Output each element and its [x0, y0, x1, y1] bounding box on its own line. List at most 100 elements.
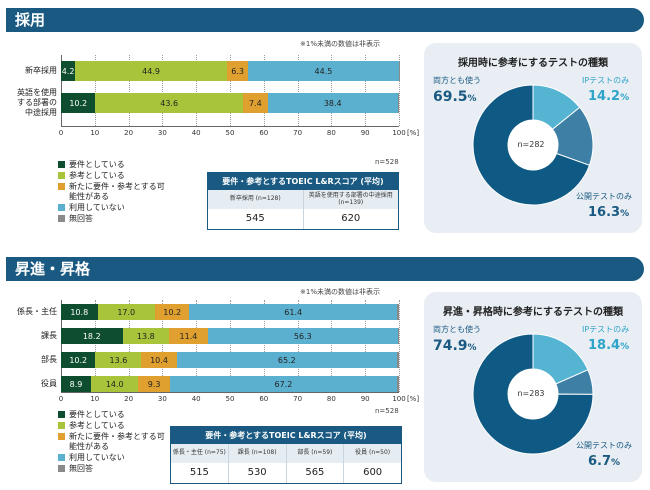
bar-segment	[397, 328, 399, 344]
bar-segment: 56.3	[207, 328, 398, 344]
bar-segment	[396, 304, 399, 320]
gridline	[297, 55, 299, 126]
legend-label: 要件としている	[69, 160, 125, 169]
promotion-donut-title: 昇進・昇格時に参考にするテストの種類	[442, 307, 624, 318]
bar-segment: 11.4	[169, 328, 208, 344]
donut-pct-both: 69.5%	[433, 89, 477, 105]
legend-swatch	[58, 411, 65, 418]
bar-segment: 65.2	[176, 352, 397, 368]
gridline	[331, 300, 333, 392]
legend-label: 新たに要件・参考とする可 能性がある	[69, 182, 165, 201]
donut-hole	[508, 120, 558, 170]
hiring-note: ※1%未満の数値は非表示	[300, 40, 380, 48]
legend-item: 利用していない	[58, 453, 165, 462]
donut-pct-both: 74.9%	[433, 338, 477, 354]
promotion-score-table: 要件・参考とするTOEIC L&Rスコア (平均) 係長・主任 (n=75) 課…	[170, 426, 402, 484]
legend-item: 参考としている	[58, 171, 165, 180]
score-value-cell: 530	[229, 463, 287, 483]
x-tick-label: 60	[259, 395, 269, 403]
bar-segment: 17.0	[97, 304, 155, 320]
legend-swatch	[58, 183, 65, 191]
x-tick-label: 30	[157, 129, 167, 137]
donut-label-public: 公開テストのみ	[576, 441, 632, 450]
bar-segment: 7.4	[242, 93, 268, 113]
x-tick-label: 80	[326, 395, 336, 403]
legend-label: 利用していない	[69, 452, 125, 462]
x-tick-label: 0	[58, 129, 64, 137]
gridline	[94, 300, 96, 392]
section-header-promotion: 昇進・昇格	[6, 257, 644, 281]
x-tick-label: 100	[392, 129, 406, 137]
bar-segment: 14.0	[91, 376, 139, 392]
x-tick-label: 50	[225, 395, 235, 403]
score-value-cell: 620	[341, 213, 361, 224]
category-label: 役員	[41, 379, 57, 388]
x-tick-label: 20	[124, 129, 134, 137]
promotion-score-values: 515 530 565 600	[171, 463, 401, 483]
score-header-cell: 英語を使用する部署の中途採用 (n=139)	[303, 190, 398, 209]
bar-segment: 43.6	[95, 93, 243, 113]
donut-pct-public: 16.3%	[588, 205, 630, 220]
donut-pct-ip: 14.2%	[588, 89, 630, 104]
x-tick-label: 20	[124, 395, 134, 403]
score-header-cell: 課長 (n=108)	[228, 444, 287, 463]
gridline	[263, 300, 265, 392]
donut-pct-public: 6.7%	[588, 454, 621, 469]
gridline	[196, 300, 198, 392]
gridline	[399, 300, 400, 392]
legend-label: 参考としている	[69, 171, 125, 181]
bar-segment: 44.5	[248, 61, 399, 81]
score-header-cell: 係長・主任 (n=75)	[171, 444, 229, 463]
bar-segment: 10.2	[154, 304, 190, 320]
legend-item: 要件としている	[58, 160, 165, 169]
category-label: 英語を使用 する部署の 中途採用	[17, 88, 57, 117]
hiring-score-values: 545 620	[208, 209, 398, 229]
bar-segment: 67.2	[169, 376, 397, 392]
x-tick-label: 90	[360, 129, 370, 137]
gridline	[230, 300, 231, 392]
x-axis-line	[61, 126, 399, 127]
bar-segment: 13.6	[95, 352, 142, 368]
section-header-hiring: 採用	[6, 8, 644, 32]
legend-label: 参考としている	[69, 421, 125, 431]
bar-segment: 38.4	[267, 93, 398, 113]
legend-item: 無回答	[58, 214, 165, 223]
gridline	[162, 300, 164, 392]
promotion-donut-chart	[472, 333, 594, 455]
promotion-score-title: 要件・参考とするTOEIC L&Rスコア (平均)	[171, 427, 401, 444]
score-value-cell: 565	[287, 463, 345, 483]
legend-swatch	[58, 433, 65, 441]
bar-segment	[397, 93, 399, 113]
bar-segment: 61.4	[189, 304, 397, 320]
legend-swatch	[58, 453, 65, 461]
x-tick-label: 10	[90, 395, 100, 403]
hiring-score-title: 要件・参考とするTOEIC L&Rスコア (平均)	[208, 173, 398, 190]
x-tick-label: 80	[326, 129, 336, 137]
score-value-cell: 515	[171, 463, 229, 483]
legend-swatch	[58, 172, 65, 180]
x-axis-unit: [%]	[406, 395, 420, 403]
gridline	[162, 55, 164, 126]
y-axis-line	[61, 300, 62, 392]
legend-swatch	[58, 214, 65, 222]
bar-segment: 10.2	[61, 352, 96, 368]
gridline	[263, 55, 265, 126]
legend-label: 要件としている	[69, 410, 125, 419]
gridline	[128, 300, 130, 392]
promotion-score-headers: 係長・主任 (n=75) 課長 (n=108) 部長 (n=59) 役員 (n=…	[171, 444, 401, 463]
x-tick-label: 100	[392, 395, 406, 403]
gridline	[128, 55, 130, 126]
donut-label-both: 両方とも使う	[433, 325, 481, 334]
category-label: 新卒採用	[25, 66, 57, 75]
donut-label-ip: IPテストのみ	[582, 76, 630, 85]
category-label: 部長	[41, 355, 57, 364]
bar-segment: 10.2	[61, 93, 96, 113]
gridline	[331, 55, 333, 126]
bar-segment	[396, 376, 399, 392]
legend-swatch	[58, 422, 65, 430]
hiring-score-headers: 新卒採用 (n=128) 英語を使用する部署の中途採用 (n=139)	[208, 190, 398, 209]
x-tick-label: 0	[58, 395, 64, 403]
hiring-legend: 要件としている 参考としている 新たに要件・参考とする可 能性がある 利用していない 無回…	[58, 160, 165, 225]
promotion-donut-n: n=283	[517, 389, 545, 398]
x-tick-label: 50	[225, 129, 235, 137]
